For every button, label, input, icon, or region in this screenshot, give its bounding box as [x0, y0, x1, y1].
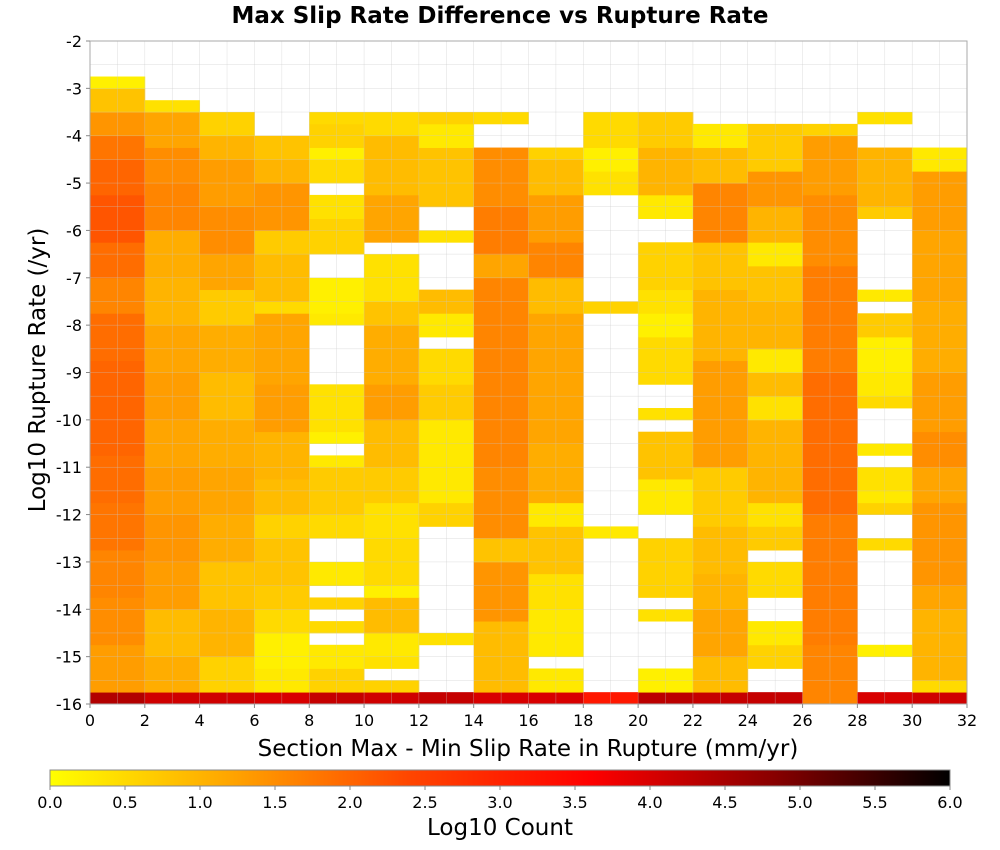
x-tick-label: 12 — [409, 711, 429, 730]
y-tick-label: -3 — [66, 79, 82, 98]
x-tick-label: 0 — [85, 711, 95, 730]
x-tick-label: 4 — [195, 711, 205, 730]
colorbar-tick-label: 3.5 — [562, 793, 587, 812]
colorbar-tick-label: 2.5 — [412, 793, 437, 812]
x-tick-label: 10 — [354, 711, 374, 730]
colorbar-tick-label: 4.0 — [637, 793, 662, 812]
colorbar-tick-label: 0.0 — [37, 793, 62, 812]
y-tick-label: -16 — [56, 695, 82, 714]
y-tick-label: -12 — [56, 506, 82, 525]
x-tick-label: 20 — [628, 711, 648, 730]
y-tick-label: -11 — [56, 458, 82, 477]
y-axis-label: Log10 Rupture Rate (/yr) — [25, 228, 51, 513]
colorbar-tick-label: 4.5 — [712, 793, 737, 812]
colorbar-tick-label: 3.0 — [487, 793, 512, 812]
x-tick-label: 30 — [902, 711, 922, 730]
x-tick-label: 26 — [792, 711, 812, 730]
y-tick-label: -15 — [56, 648, 82, 667]
colorbar-label: Log10 Count — [427, 815, 573, 841]
x-tick-label: 22 — [683, 711, 703, 730]
y-tick-label: -6 — [66, 221, 82, 240]
chart-title: Max Slip Rate Difference vs Rupture Rate — [231, 3, 768, 29]
colorbar-tick-label: 5.0 — [787, 793, 812, 812]
axes: 0 2 4 6 8 10 12 14 16 18 20 22 24 26 28 30 32-2-3-4-5-6-… — [56, 32, 977, 730]
x-tick-label: 32 — [957, 711, 977, 730]
y-tick-label: -14 — [56, 600, 82, 619]
y-tick-label: -2 — [66, 32, 82, 51]
colorbar-tick-label: 5.5 — [862, 793, 887, 812]
colorbar-gradient — [49, 769, 951, 787]
x-tick-label: 24 — [738, 711, 758, 730]
colorbar-tick-label: 1.0 — [187, 793, 212, 812]
x-tick-label: 14 — [464, 711, 484, 730]
grid-lines — [89, 40, 968, 705]
x-tick-label: 28 — [847, 711, 867, 730]
x-tick-label: 2 — [140, 711, 150, 730]
y-tick-label: -7 — [66, 269, 82, 288]
y-tick-label: -5 — [66, 174, 82, 193]
colorbar-tick-label: 1.5 — [262, 793, 287, 812]
y-tick-label: -10 — [56, 411, 82, 430]
colorbar: 0.0 0.5 1.0 1.5 2.0 2.5 3.0 3.5 4.0 4.5 5.0 5.5 6.0 — [37, 769, 963, 812]
y-tick-label: -13 — [56, 553, 82, 572]
colorbar-tick-label: 0.5 — [112, 793, 137, 812]
x-tick-label: 18 — [573, 711, 593, 730]
y-tick-label: -8 — [66, 316, 82, 335]
x-tick-label: 6 — [249, 711, 259, 730]
y-tick-label: -4 — [66, 127, 82, 146]
colorbar-tick-label: 6.0 — [937, 793, 962, 812]
y-tick-label: -9 — [66, 364, 82, 383]
x-axis-label: Section Max - Min Slip Rate in Rupture (… — [258, 736, 799, 762]
x-tick-label: 8 — [304, 711, 314, 730]
colorbar-tick-label: 2.0 — [337, 793, 362, 812]
x-tick-label: 16 — [518, 711, 538, 730]
